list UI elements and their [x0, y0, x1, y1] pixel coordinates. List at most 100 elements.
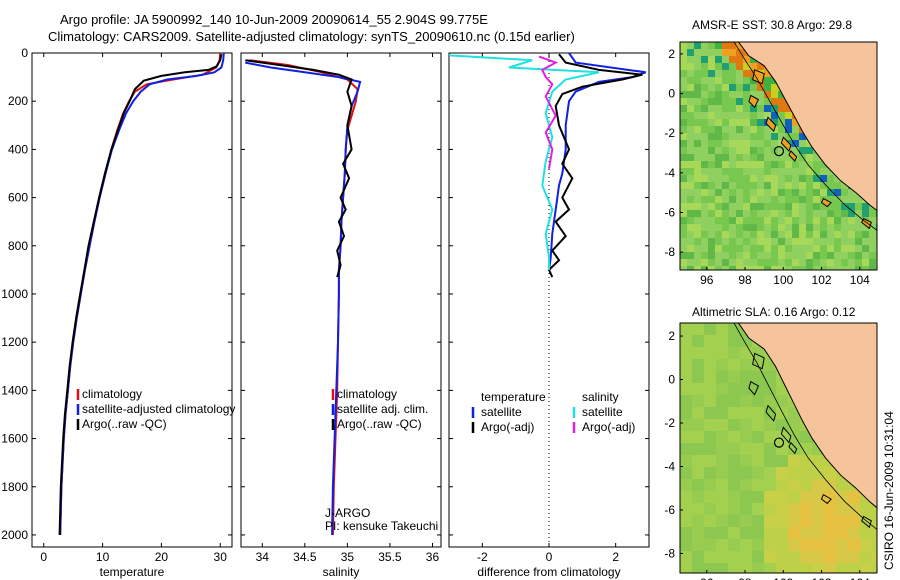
field-cell — [841, 252, 848, 259]
field-cell — [722, 189, 729, 196]
lon-tick-label: 102 — [812, 273, 832, 287]
field-cell — [834, 203, 841, 210]
field-cell — [694, 42, 701, 49]
field-cell — [736, 210, 743, 217]
field-cell — [799, 161, 806, 168]
field-cell — [728, 419, 740, 431]
field-cell — [785, 168, 792, 175]
series-line-argo — [58, 54, 223, 536]
field-cell — [806, 147, 813, 154]
field-cell — [740, 479, 752, 491]
field-cell — [729, 266, 736, 270]
field-cell — [813, 168, 820, 175]
field-cell — [694, 140, 701, 147]
field-cell — [701, 56, 708, 63]
field-cell — [836, 491, 848, 503]
field-cell — [788, 551, 800, 563]
field-cell — [820, 245, 827, 252]
pi-program: J-ARGO — [325, 506, 370, 520]
field-cell — [776, 431, 788, 443]
field-cell — [708, 238, 715, 245]
field-cell — [722, 196, 729, 203]
shelf-contour — [733, 323, 877, 530]
field-cell — [841, 203, 848, 210]
field-cell — [750, 112, 757, 119]
field-cell — [716, 503, 728, 515]
field-cell — [729, 126, 736, 133]
field-cell — [680, 70, 687, 77]
field-cell — [836, 539, 848, 551]
field-cell — [729, 105, 736, 112]
field-cell — [680, 503, 692, 515]
field-cell — [862, 203, 869, 210]
field-cell — [708, 147, 715, 154]
field-cell — [776, 419, 788, 431]
field-cell — [848, 515, 860, 527]
field-cell — [701, 203, 708, 210]
field-cell — [692, 431, 704, 443]
field-cell — [750, 175, 757, 182]
field-cell — [788, 515, 800, 527]
field-cell — [771, 105, 778, 112]
field-cell — [776, 503, 788, 515]
field-cell — [708, 112, 715, 119]
field-cell — [813, 175, 820, 182]
field-cell — [728, 455, 740, 467]
figure-title-line1: Argo profile: JA 5900992_140 10-Jun-2009… — [60, 12, 488, 27]
field-cell — [701, 168, 708, 175]
field-cell — [771, 161, 778, 168]
field-cell — [736, 168, 743, 175]
field-cell — [841, 238, 848, 245]
field-cell — [785, 224, 792, 231]
field-cell — [806, 161, 813, 168]
field-cell — [757, 210, 764, 217]
field-cell — [692, 479, 704, 491]
field-cell — [757, 196, 764, 203]
field-cell — [778, 217, 785, 224]
lon-tick-label: 98 — [738, 273, 752, 287]
field-cell — [827, 189, 834, 196]
field-cell — [715, 140, 722, 147]
field-cell — [722, 77, 729, 84]
field-cell — [729, 189, 736, 196]
field-cell — [728, 323, 740, 335]
field-cell — [785, 161, 792, 168]
field-cell — [834, 224, 841, 231]
lon-tick-label: 104 — [850, 576, 870, 580]
field-cell — [740, 359, 752, 371]
field-cell — [701, 70, 708, 77]
field-cell — [736, 63, 743, 70]
field-cell — [785, 133, 792, 140]
field-cell — [820, 217, 827, 224]
lon-tick-label: 98 — [738, 576, 752, 580]
field-cell — [708, 266, 715, 270]
field-cell — [687, 133, 694, 140]
field-cell — [778, 161, 785, 168]
field-cell — [680, 371, 692, 383]
field-cell — [799, 203, 806, 210]
field-cell — [687, 91, 694, 98]
field-cell — [812, 551, 824, 563]
field-cell — [792, 259, 799, 266]
field-cell — [841, 266, 848, 270]
legend-entry: Argo(-adj) — [582, 420, 635, 434]
field-cell — [820, 266, 827, 270]
field-cell — [743, 147, 750, 154]
field-cell — [687, 161, 694, 168]
field-cell — [715, 196, 722, 203]
field-cell — [785, 119, 792, 126]
field-cell — [750, 119, 757, 126]
field-cell — [827, 238, 834, 245]
series-group — [245, 59, 362, 536]
legend-entry: Argo(..raw -QC) — [337, 417, 422, 431]
lat-tick-label: 2 — [668, 329, 675, 343]
field-cell — [764, 479, 776, 491]
field-cell — [778, 91, 785, 98]
field-cell — [806, 182, 813, 189]
field-cell — [743, 231, 750, 238]
field-cell — [729, 63, 736, 70]
field-cell — [771, 196, 778, 203]
field-cell — [722, 266, 729, 270]
field-cell — [869, 224, 876, 231]
field-cell — [701, 161, 708, 168]
